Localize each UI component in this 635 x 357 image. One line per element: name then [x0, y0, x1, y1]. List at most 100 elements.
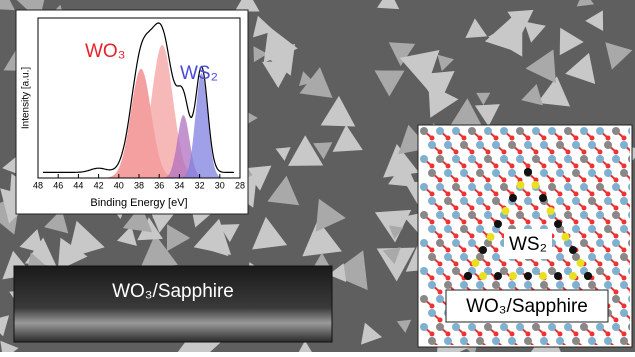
atom — [478, 220, 483, 225]
atom — [420, 183, 428, 191]
atom — [478, 192, 483, 197]
x-tick-label: 30 — [215, 180, 225, 190]
atom — [614, 290, 619, 295]
atom — [526, 136, 531, 141]
atom — [580, 323, 588, 331]
atom — [590, 248, 595, 253]
atom — [622, 248, 627, 253]
x-tick-label: 44 — [73, 180, 83, 190]
atom — [420, 267, 428, 275]
atom — [606, 164, 611, 169]
atom — [492, 169, 500, 177]
atom — [486, 206, 491, 211]
atom — [572, 225, 580, 233]
atom — [580, 239, 588, 247]
atom — [526, 192, 531, 197]
atom — [452, 211, 460, 219]
atom — [612, 239, 620, 247]
atom — [542, 164, 547, 169]
atom — [540, 169, 548, 177]
atom — [446, 220, 451, 225]
atom — [446, 136, 451, 141]
atom — [526, 332, 531, 337]
atom — [604, 169, 612, 177]
atom — [550, 178, 555, 183]
atom — [524, 281, 532, 289]
atom — [580, 127, 588, 135]
atom — [596, 155, 604, 163]
atom — [622, 276, 627, 281]
atom — [476, 225, 484, 233]
atom — [580, 211, 588, 219]
atom — [454, 150, 459, 155]
atom — [542, 136, 547, 141]
atom — [566, 206, 571, 211]
atom — [428, 253, 436, 261]
atom — [577, 259, 585, 267]
atom — [598, 262, 603, 267]
atom — [438, 290, 443, 295]
atom — [620, 197, 628, 205]
atom — [446, 332, 451, 337]
atom — [574, 332, 579, 337]
atom — [564, 155, 572, 163]
atom — [460, 281, 468, 289]
atom — [584, 272, 592, 280]
inner-label: WS₂ — [509, 234, 547, 255]
atom — [548, 155, 556, 163]
atom — [612, 155, 620, 163]
atom — [588, 281, 596, 289]
atom — [622, 332, 627, 337]
atom — [574, 192, 579, 197]
atom — [436, 211, 444, 219]
atom — [598, 178, 603, 183]
peak-label: WO₃ — [85, 41, 125, 62]
atom — [508, 141, 516, 149]
atom — [547, 207, 555, 215]
atom — [569, 246, 577, 254]
atom — [468, 323, 476, 331]
atom — [516, 323, 524, 331]
atom — [532, 127, 540, 135]
atom — [452, 183, 460, 191]
atom — [444, 337, 452, 345]
atom — [420, 127, 428, 135]
atom — [612, 323, 620, 331]
y-label: Intensity [a.u.] — [21, 67, 32, 129]
atom — [464, 272, 472, 280]
peak-label: WS₂ — [180, 63, 218, 84]
atom — [462, 220, 467, 225]
atom — [438, 150, 443, 155]
atom — [454, 262, 459, 267]
atom — [606, 248, 611, 253]
atom — [622, 220, 627, 225]
atom — [452, 127, 460, 135]
atom — [554, 220, 562, 228]
atom — [446, 192, 451, 197]
atom — [548, 127, 556, 135]
atom — [509, 194, 517, 202]
atom — [502, 150, 507, 155]
atom — [486, 178, 491, 183]
atom — [588, 225, 596, 233]
atom — [487, 233, 495, 241]
atom — [582, 150, 587, 155]
atom — [484, 127, 492, 135]
atom — [444, 225, 452, 233]
atom — [460, 141, 468, 149]
atom — [492, 253, 500, 261]
atom — [588, 253, 596, 261]
atom — [566, 178, 571, 183]
atom — [556, 197, 564, 205]
atom — [430, 164, 435, 169]
atom — [460, 169, 468, 177]
atom — [620, 225, 628, 233]
atom — [508, 337, 516, 345]
atom — [454, 178, 459, 183]
atom — [566, 262, 571, 267]
atom — [596, 183, 604, 191]
atom — [612, 267, 620, 275]
atom — [438, 318, 443, 323]
tem-strip — [14, 266, 332, 342]
atom — [494, 248, 499, 253]
